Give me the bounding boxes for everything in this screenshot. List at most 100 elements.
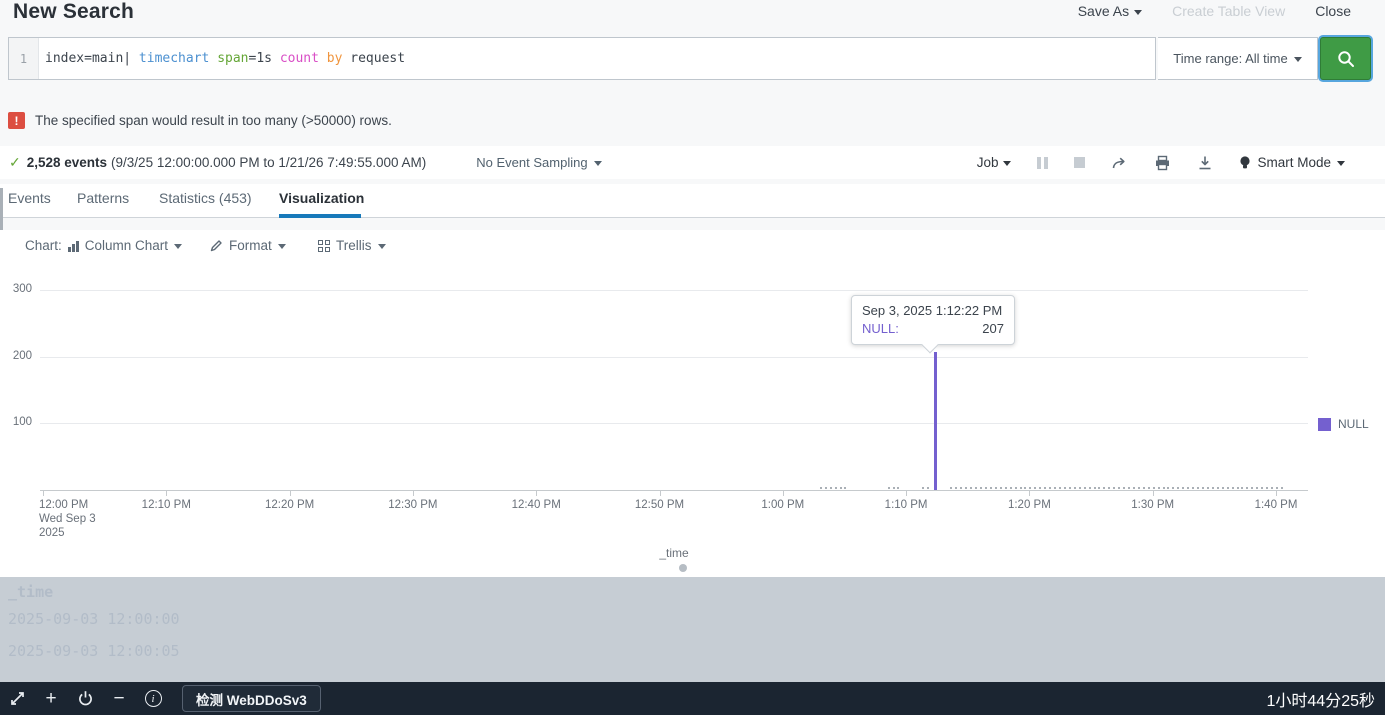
tiny-count-bar (1187, 487, 1190, 489)
minimize-button[interactable]: − (102, 682, 136, 715)
tiny-count-bar (1202, 487, 1205, 489)
event-count: 2,528 events (26, 155, 108, 170)
warning-glyph: ! (14, 113, 19, 128)
x-axis-tick-label: 1:00 PM (761, 499, 805, 511)
chart-section: 100 200 300 12:00 PM 12:10 PM 12:20 PM 12:30 P… (0, 265, 1385, 674)
smart-mode-label: Smart Mode (1257, 155, 1331, 170)
tiny-count-bar (970, 487, 973, 489)
panel-resize-handle[interactable] (679, 564, 687, 572)
tiny-count-bar (1068, 487, 1071, 489)
tiny-count-bar (1019, 487, 1022, 489)
line-number-gutter: 1 (9, 38, 39, 79)
pause-job-button[interactable] (1037, 156, 1049, 169)
tiny-count-bar (1078, 487, 1081, 489)
tab-events[interactable]: Events (8, 190, 51, 206)
tiny-count-bar (1251, 487, 1254, 489)
time-range-picker[interactable]: Time range: All time (1158, 37, 1318, 80)
x-axis-tick (659, 491, 661, 496)
query-token-arg: span (217, 51, 249, 66)
power-button[interactable] (68, 682, 102, 715)
remote-session-taskbar: + − i 检测 WebDDoSv3 1小时44分25秒 (0, 682, 1385, 715)
run-search-button[interactable] (1320, 37, 1371, 80)
tiny-count-bar (1152, 487, 1155, 489)
x-axis-tick (43, 491, 44, 496)
event-time-range: (9/3/25 12:00:00.000 PM to 1/21/26 7:49:… (111, 155, 427, 170)
tiny-count-bar (1231, 487, 1234, 489)
tab-statistics[interactable]: Statistics (453) (159, 190, 252, 206)
chevron-down-icon (593, 161, 602, 166)
trellis-dropdown[interactable]: Trellis (318, 238, 386, 253)
download-icon (1199, 156, 1211, 169)
legend-item-null[interactable]: NULL (1318, 417, 1369, 431)
detect-webddos-button[interactable]: 检测 WebDDoSv3 (182, 685, 321, 712)
tiny-count-bar (1118, 487, 1121, 489)
x-axis-tick (1276, 491, 1277, 496)
tiny-count-bar (1241, 487, 1244, 489)
tiny-count-bar (1216, 487, 1219, 489)
info-button[interactable]: i (136, 682, 170, 715)
spl-query-text[interactable]: index=main| timechart span =1s count by r… (39, 38, 1155, 79)
tiny-count-bar (1044, 487, 1047, 489)
query-token: index=main| (45, 51, 139, 66)
power-icon (78, 691, 92, 706)
tiny-count-bar (1142, 487, 1145, 489)
tab-patterns[interactable]: Patterns (77, 190, 130, 206)
line-number: 1 (19, 51, 28, 66)
close-label: Close (1315, 3, 1351, 19)
warning-message: ! The specified span would result in too… (8, 112, 392, 129)
pause-icon (1037, 156, 1042, 169)
tiny-count-bar (1123, 487, 1126, 489)
legend-swatch (1318, 417, 1331, 431)
x-axis-tick-label: 12:50 PM (634, 499, 685, 511)
tiny-count-bar (980, 487, 983, 489)
x-axis-tick (782, 491, 784, 496)
fullscreen-button[interactable] (0, 682, 34, 715)
share-job-button[interactable] (1111, 155, 1128, 171)
chevron-down-icon (377, 244, 386, 249)
tab-visualization[interactable]: Visualization (279, 190, 365, 206)
x-axis-tick (412, 491, 414, 496)
legend-label: NULL (1338, 417, 1369, 431)
create-table-view-button[interactable]: Create Table View (1172, 3, 1285, 19)
chart-type-dropdown[interactable]: Chart: Column Chart (25, 238, 183, 253)
trellis-grid-icon (318, 239, 330, 252)
x-axis-tick-label: 1:10 PM (884, 499, 928, 511)
zoom-in-button[interactable]: + (34, 682, 68, 715)
sidebar-collapse-handle[interactable] (0, 188, 3, 262)
tiny-count-bar (1103, 487, 1106, 489)
result-tabs: Events Patterns Statistics (453) Visuali… (0, 184, 1385, 218)
tiny-count-bar (1004, 487, 1007, 489)
print-button[interactable] (1154, 155, 1171, 171)
close-button[interactable]: Close (1315, 3, 1351, 19)
column-bar[interactable] (933, 352, 937, 490)
tiny-count-bar (1049, 487, 1052, 489)
stop-job-button[interactable] (1074, 157, 1086, 168)
stop-icon (1074, 157, 1086, 168)
tiny-count-bar (975, 487, 978, 489)
job-menu-button[interactable]: Job (977, 155, 1012, 170)
event-sampling-dropdown[interactable]: No Event Sampling (476, 155, 602, 170)
trellis-label: Trellis (336, 238, 372, 253)
chevron-down-icon (1293, 57, 1302, 62)
column-chart-icon (67, 240, 79, 252)
tiny-count-bar (1157, 487, 1160, 489)
x-axis-tick-label: 1:30 PM (1131, 499, 1175, 511)
top-actions: Save As Create Table View Close (1078, 3, 1351, 19)
tiny-count-bar (989, 487, 992, 489)
x-axis-date-label: Wed Sep 3 (39, 513, 96, 525)
ghost-column-header: _time (8, 583, 54, 601)
tiny-count-bar (887, 487, 890, 489)
tiny-count-bar (1108, 487, 1111, 489)
x-axis-tick (1029, 491, 1031, 496)
export-button[interactable] (1197, 155, 1213, 171)
tiny-count-bar (960, 487, 963, 489)
tiny-count-bar (994, 487, 997, 489)
query-token: request (350, 51, 406, 66)
minus-icon: − (113, 688, 125, 709)
save-as-button[interactable]: Save As (1078, 3, 1143, 19)
tiny-count-bar (1088, 487, 1091, 489)
search-query-input[interactable]: 1 index=main| timechart span =1s count by… (8, 37, 1156, 80)
search-mode-dropdown[interactable]: Smart Mode (1239, 155, 1345, 171)
format-dropdown[interactable]: Format (210, 238, 286, 253)
tiny-count-bar (1192, 487, 1195, 489)
